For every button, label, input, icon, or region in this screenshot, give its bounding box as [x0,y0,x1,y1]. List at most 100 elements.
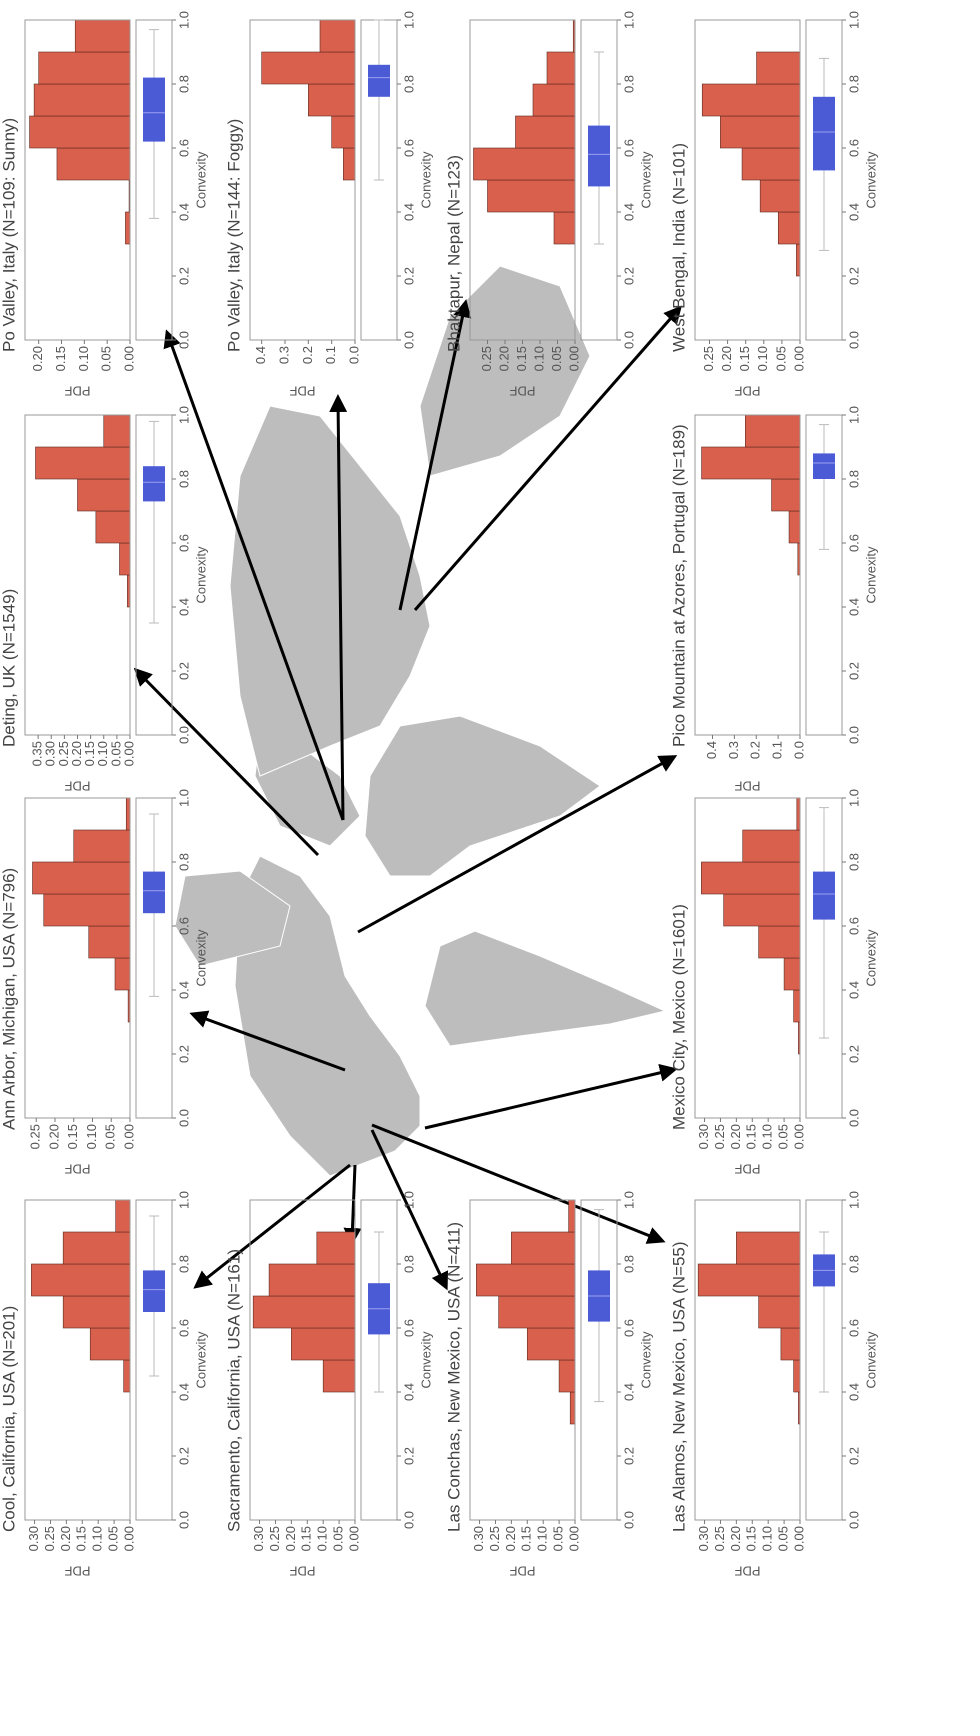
histogram-bar [62,1231,131,1265]
panel-title: Las Alamos, New Mexico, USA (N=55) [669,1241,688,1532]
x-tick-label: 0.0 [846,1109,861,1127]
x-tick-label: 1.0 [176,1191,191,1209]
panel: Cool, California, USA (N=201)0.000.050.1… [0,1191,208,1579]
y-tick-label: 0.25 [712,1124,727,1149]
y-tick-label: 0.10 [760,1526,775,1551]
y-tick-label: 0.30 [251,1526,266,1551]
y-tick-label: 0.05 [773,346,788,371]
y-tick-label: 0.15 [744,1124,759,1149]
histogram-frame [249,1199,356,1521]
x-tick-label: 0.2 [176,1447,191,1465]
y-tick-label: 0.05 [776,1124,791,1149]
histogram-frame [694,414,801,736]
histogram-bar [697,1263,801,1297]
y-tick-label: 0.00 [791,1124,806,1149]
y-axis-label: PDF [734,384,760,399]
y-tick-label: 0.25 [28,1124,43,1149]
box-frame [805,1199,843,1521]
x-tick-label: 0.2 [846,1447,861,1465]
box-body [813,96,835,171]
histogram-bar [95,510,131,544]
y-tick-label: 0.0 [791,741,806,759]
x-tick-label: 0.2 [176,662,191,680]
histogram-bar [780,1327,801,1361]
y-tick-label: 0.15 [74,1526,89,1551]
x-tick-label: 0.0 [621,1511,636,1529]
histogram-bar [73,829,131,863]
histogram-frame [694,1199,801,1521]
y-axis-label: PDF [734,1564,760,1579]
histogram-bar [569,1391,576,1425]
histogram-bar [515,115,576,149]
histogram-bar [268,1263,356,1297]
south-america [424,930,667,1047]
x-tick-label: 0.2 [621,267,636,285]
x-tick-label: 0.0 [176,331,191,349]
histogram-bar [89,1327,131,1361]
histogram-bar [741,147,801,181]
histogram-bar [114,957,131,991]
panel: Las Conchas, New Mexico, USA (N=411)0.00… [444,1191,653,1579]
panel: Pico Mountain at Azores, Portugal (N=189… [669,406,878,794]
y-tick-label: 0.20 [30,346,45,371]
histogram-bar [793,989,801,1023]
y-tick-label: 0.25 [56,741,71,766]
y-tick-label: 0.00 [791,346,806,371]
box-frame [135,1199,173,1521]
x-tick-label: 0.0 [176,1109,191,1127]
panel: Mexico City, Mexico (N=1601) 0.000.050.10… [669,789,878,1177]
arrow [424,1063,678,1130]
panel-title: Deting, UK (N=1549) [0,589,18,747]
box-body [813,453,835,479]
x-axis-label: Convexity [863,1331,878,1389]
x-tick-label: 0.8 [846,470,861,488]
arrow [370,1129,449,1291]
histogram-bar [777,211,801,245]
arrow [329,394,348,821]
y-tick-label: 0.10 [755,346,770,371]
arrow [413,305,682,611]
x-tick-label: 0.8 [176,1255,191,1273]
histogram-bar [771,478,801,512]
histogram-bar [742,829,801,863]
panel: Deting, UK (N=1549)0.000.050.100.150.200… [0,406,208,794]
box-body [143,466,165,502]
histogram-bar [553,211,576,245]
box-body [143,77,165,142]
asia [229,405,431,777]
y-tick-label: 0.3 [276,346,291,364]
y-tick-label: 0.1 [770,741,785,759]
y-tick-label: 0.15 [65,1124,80,1149]
box-frame [360,1199,398,1521]
arrow [398,299,472,611]
y-tick-label: 0.00 [121,1124,136,1149]
panel-title: Bhaktapur, Nepal (N=123) [444,155,463,352]
arrow [133,667,320,857]
y-tick-label: 0.05 [776,1526,791,1551]
y-tick-label: 0.15 [53,346,68,371]
histogram-bar [526,1327,576,1361]
histogram-bar [546,51,576,85]
histogram-bar [125,797,131,831]
x-tick-label: 1.0 [846,1191,861,1209]
y-tick-label: 0.15 [299,1526,314,1551]
box-frame [805,414,843,736]
histogram-bar [261,51,356,85]
x-tick-label: 0.0 [401,331,416,349]
y-tick-label: 0.35 [30,741,45,766]
y-tick-label: 0.25 [42,1526,57,1551]
x-tick-label: 0.4 [846,203,861,221]
x-tick-label: 0.2 [621,1447,636,1465]
y-tick-label: 0.05 [103,1124,118,1149]
y-axis-label: PDF [734,779,760,794]
y-tick-label: 0.10 [76,346,91,371]
histogram-bar [788,510,801,544]
y-tick-label: 0.20 [503,1526,518,1551]
box-frame [805,797,843,1119]
x-tick-label: 0.0 [846,726,861,744]
x-tick-label: 0.8 [176,470,191,488]
histogram-frame [694,19,801,341]
x-axis-label: Convexity [193,546,208,604]
x-axis-label: Convexity [193,151,208,209]
x-axis-label: Convexity [863,929,878,987]
